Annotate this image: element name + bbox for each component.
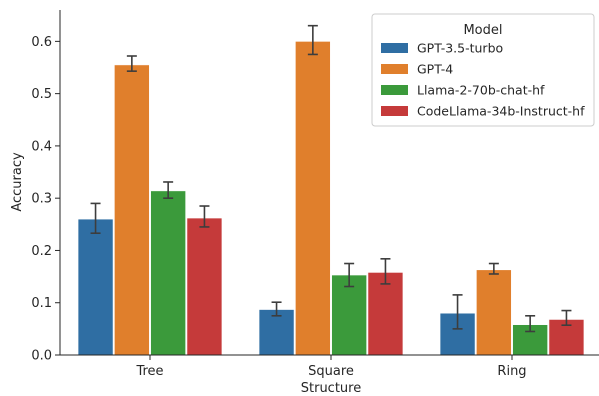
- bar: [367, 272, 404, 356]
- bar: [186, 217, 223, 356]
- legend-swatch: [381, 43, 408, 53]
- bar: [77, 218, 114, 356]
- x-tick-label: Square: [308, 364, 354, 379]
- legend-entry-label: GPT-3.5-turbo: [417, 41, 503, 56]
- legend-swatch: [381, 85, 408, 95]
- bars-layer: [77, 41, 585, 356]
- x-tick-label: Tree: [135, 364, 163, 379]
- legend-entries: GPT-3.5-turbo GPT-4 Llama-2-70b-chat-hf Cod…: [381, 41, 585, 119]
- legend-entry-label: GPT-4: [417, 62, 453, 77]
- y-tick-label: 0.1: [31, 296, 52, 311]
- error-bars-layer: [90, 24, 572, 333]
- bar: [295, 41, 331, 356]
- y-ticks: 0.0 0.1 0.2 0.3 0.4 0.5 0.6: [31, 35, 60, 364]
- y-axis-label: Accuracy: [10, 152, 25, 212]
- y-tick-label: 0.5: [31, 87, 52, 102]
- y-tick-label: 0.3: [31, 192, 52, 207]
- x-ticks: Tree Square Ring: [135, 355, 527, 379]
- legend-swatch: [381, 106, 408, 116]
- y-tick-label: 0.6: [31, 35, 52, 50]
- bar: [114, 64, 150, 356]
- legend-swatch: [381, 64, 408, 74]
- bar: [476, 269, 512, 356]
- bar: [150, 190, 186, 356]
- x-axis-label: Structure: [301, 381, 361, 396]
- y-tick-label: 0.4: [31, 139, 52, 154]
- y-tick-label: 0.0: [31, 349, 52, 364]
- legend-frame: [371, 13, 595, 127]
- legend-entry-label: CodeLlama-34b-Instruct-hf: [417, 104, 585, 119]
- x-tick-label: Ring: [497, 364, 526, 379]
- legend-entry-label: Llama-2-70b-chat-hf: [417, 83, 545, 98]
- legend: Model GPT-3.5-turbo GPT-4 Llama-2-70b-chat…: [371, 13, 595, 127]
- y-tick-label: 0.2: [31, 244, 52, 259]
- legend-title: Model: [463, 23, 502, 38]
